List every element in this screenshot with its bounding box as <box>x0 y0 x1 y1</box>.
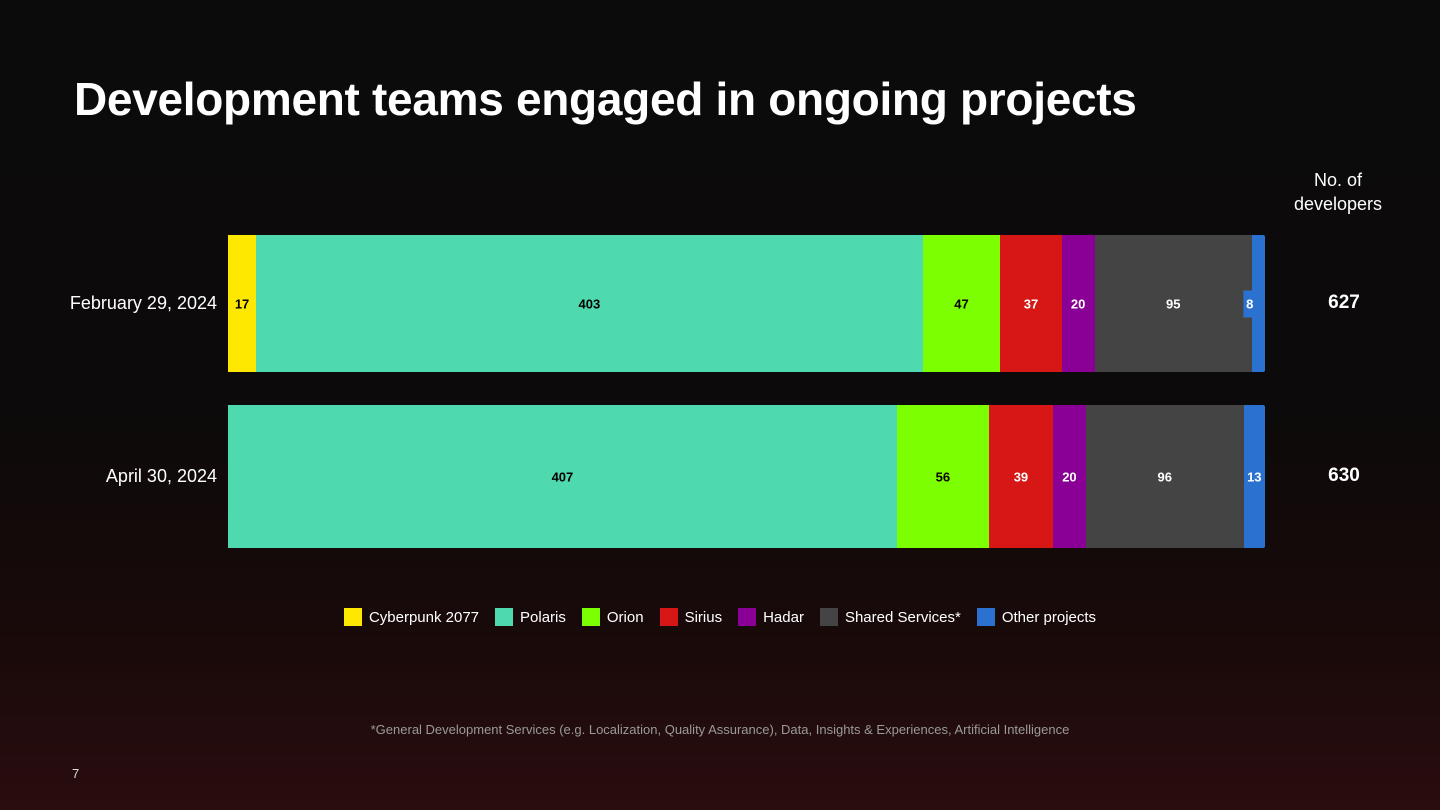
data-label: 39 <box>1013 469 1029 484</box>
data-label: 47 <box>954 296 969 311</box>
data-label: 17 <box>234 296 250 311</box>
bar-segment <box>896 405 989 548</box>
bar-segment <box>228 235 257 372</box>
legend-item: Hadar <box>738 608 804 626</box>
data-label: 56 <box>935 469 951 484</box>
page-number: 7 <box>72 766 80 781</box>
legend-label: Cyberpunk 2077 <box>368 608 480 626</box>
legend-item: Shared Services* <box>819 608 961 626</box>
legend-swatch <box>659 608 678 626</box>
category-label: February 29, 2024 <box>69 292 217 313</box>
bar-row: 407 56 39 20 96 13 <box>228 405 1265 548</box>
legend-label: Orion <box>606 608 644 626</box>
total-value: 627 <box>1328 291 1360 313</box>
bar-segment <box>228 405 897 548</box>
data-label: 13 <box>1247 469 1262 484</box>
data-label: 20 <box>1062 469 1077 484</box>
data-label: 403 <box>578 296 601 311</box>
legend: Cyberpunk 2077 Polaris Orion Sirius Hadar Sha… <box>0 608 1440 626</box>
category-label: April 30, 2024 <box>105 465 217 486</box>
legend-swatch <box>495 608 514 626</box>
data-label: 8 <box>1243 290 1257 317</box>
legend-swatch <box>581 608 600 626</box>
bar-segment <box>1000 235 1062 372</box>
data-label: 407 <box>551 469 574 484</box>
data-label: 37 <box>1023 296 1039 311</box>
legend-swatch <box>976 608 995 626</box>
legend-item: Other projects <box>976 608 1097 626</box>
legend-item: Polaris <box>495 608 566 626</box>
column-header-line: No. of <box>1313 170 1363 190</box>
bar-segment <box>1243 405 1265 548</box>
legend-item: Orion <box>581 608 644 626</box>
bar-segment <box>1061 235 1095 372</box>
column-header-line: developers <box>1293 194 1383 214</box>
legend-label: Other projects <box>1001 608 1097 626</box>
column-header: No. of developers <box>1280 168 1396 216</box>
legend-item: Cyberpunk 2077 <box>343 608 480 626</box>
bar-segment <box>1052 405 1086 548</box>
legend-swatch <box>343 608 362 626</box>
legend-label: Polaris <box>520 608 566 626</box>
bar-segment <box>1085 405 1244 548</box>
bar-segment <box>1251 235 1265 372</box>
bar-segment <box>1094 235 1252 372</box>
footnote: *General Development Services (e.g. Loca… <box>370 722 1070 737</box>
data-label: 95 <box>1165 296 1181 311</box>
data-label: 96 <box>1157 469 1172 484</box>
legend-label: Sirius <box>684 608 723 626</box>
bar-segment <box>256 235 923 372</box>
legend-item: Sirius <box>659 608 723 626</box>
bar-segment <box>988 405 1053 548</box>
data-label: 20 <box>1070 296 1086 311</box>
page-title: Development teams engaged in ongoing pro… <box>74 73 1137 125</box>
total-value: 630 <box>1328 464 1360 486</box>
legend-label: Shared Services* <box>844 608 961 626</box>
legend-swatch <box>819 608 838 626</box>
bar-row: 17 403 47 37 20 95 8 <box>228 235 1265 372</box>
bar-segment <box>922 235 1001 372</box>
legend-swatch <box>738 608 757 626</box>
legend-label: Hadar <box>763 608 804 626</box>
